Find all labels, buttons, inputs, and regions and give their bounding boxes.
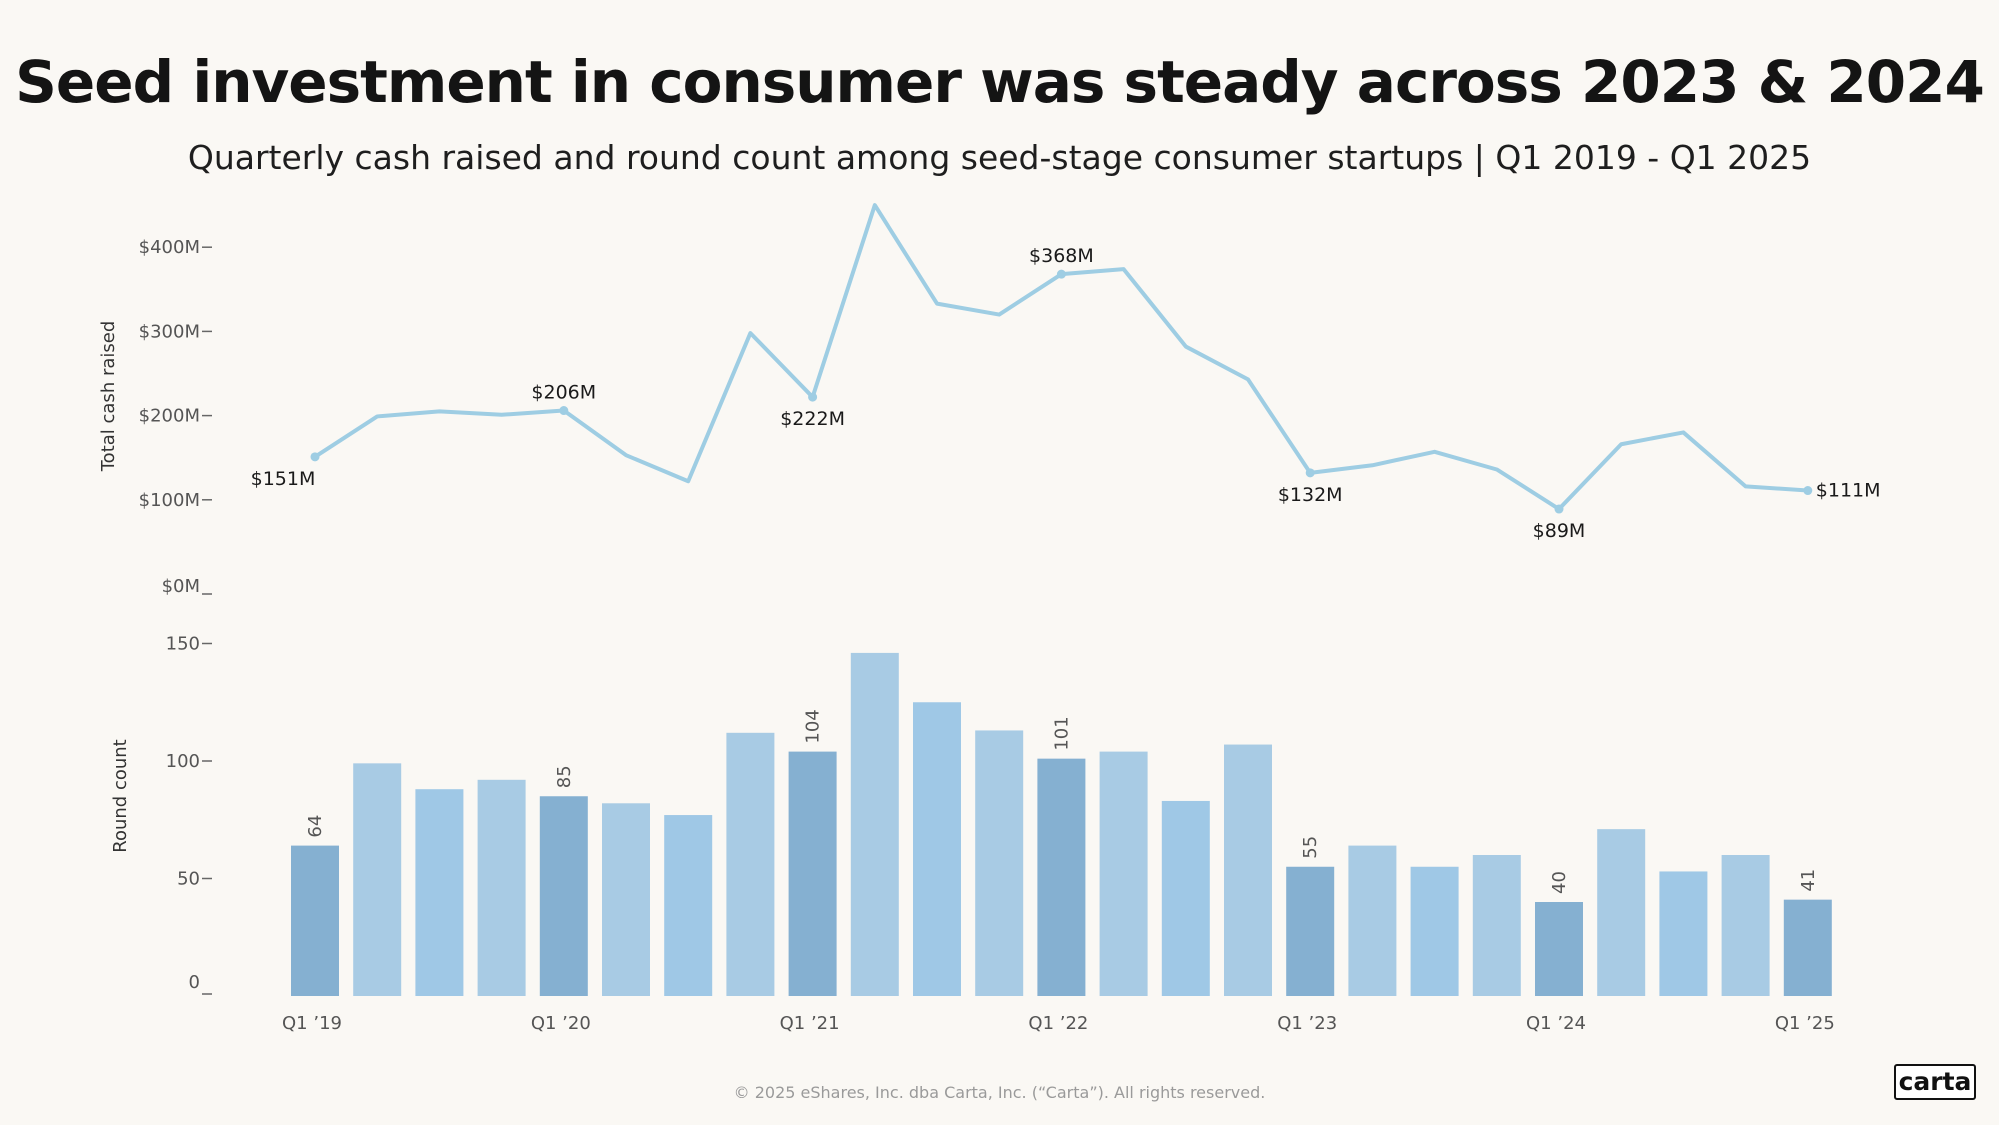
- round-count-bar: [726, 732, 775, 996]
- data-label: $206M: [531, 382, 596, 404]
- y-tick-label: $200M: [139, 406, 200, 427]
- data-label: $89M: [1533, 520, 1586, 542]
- data-point: [808, 392, 818, 402]
- data-point: [310, 452, 320, 462]
- round-count-bar: [850, 652, 899, 996]
- bar-data-label: 41: [1798, 869, 1819, 892]
- bar-data-label: 104: [803, 709, 824, 743]
- round-count-bar: [1472, 855, 1521, 996]
- x-tick-label: Q1 ’20: [531, 1013, 591, 1034]
- footer-copyright: © 2025 eShares, Inc. dba Carta, Inc. (“C…: [733, 1083, 1266, 1102]
- round-count-bar: [1659, 871, 1708, 996]
- page-title: Seed investment in consumer was steady a…: [15, 48, 1985, 116]
- round-count-bar: [1410, 866, 1459, 996]
- data-label: $222M: [780, 408, 845, 430]
- x-tick-label: Q1 ’21: [780, 1013, 840, 1034]
- round-count-bar: [1161, 800, 1210, 996]
- round-count-bar: [664, 815, 713, 996]
- x-tick-label: Q1 ’22: [1028, 1013, 1088, 1034]
- data-label: $111M: [1816, 480, 1881, 502]
- carta-logo: carta: [1894, 1064, 1976, 1100]
- round-count-bar: [602, 803, 650, 996]
- round-count-bar: [1286, 866, 1335, 996]
- data-label: $151M: [251, 468, 316, 490]
- x-axis: Q1 ’19 Q1 ’20 Q1 ’21 Q1 ’22 Q1 ’23 Q1 ’24 Q1 ’…: [282, 1013, 1835, 1034]
- data-point: [1554, 504, 1564, 514]
- round-count-bar: [1037, 758, 1086, 996]
- data-point: [1803, 486, 1813, 496]
- round-count-bar: [913, 702, 961, 996]
- round-count-bar: [788, 751, 837, 996]
- y-tick-label: 0: [189, 972, 200, 993]
- y-tick-label: $0M: [162, 576, 200, 597]
- y-tick-label: 150: [166, 634, 200, 655]
- round-count-bar: [1783, 899, 1832, 996]
- x-tick-label: Q1 ’25: [1775, 1013, 1835, 1034]
- y-axis-title: Round count: [110, 739, 131, 852]
- round-count-bar: [1224, 744, 1272, 996]
- data-point: [559, 406, 569, 416]
- round-count-bar: [1099, 751, 1148, 996]
- data-label: $132M: [1278, 484, 1343, 506]
- round-count-bar-chart: 0 50 100 150 Round count 64 85 104 101 55 40 41: [110, 634, 1832, 996]
- round-count-bar: [353, 763, 402, 996]
- y-tick-label: $100M: [139, 490, 200, 511]
- bar-data-label: 55: [1300, 836, 1321, 859]
- round-count-bar: [1721, 855, 1770, 996]
- round-count-bar: [477, 779, 526, 996]
- x-tick-label: Q1 ’19: [282, 1013, 342, 1034]
- cash-raised-line-chart: $0M $100M $200M $300M $400M Total cash raised…: [98, 203, 1881, 597]
- y-tick-label: $300M: [139, 321, 200, 342]
- x-tick-label: Q1 ’23: [1277, 1013, 1337, 1034]
- page-subtitle: Quarterly cash raised and round count am…: [187, 138, 1812, 177]
- bar-data-label: 101: [1051, 716, 1072, 750]
- round-count-bar: [1348, 845, 1397, 996]
- y-tick-label: 100: [166, 751, 200, 772]
- bar-data-label: 64: [305, 815, 326, 838]
- round-count-bar: [1535, 902, 1583, 996]
- y-tick-label: $400M: [139, 237, 200, 258]
- y-axis-title: Total cash raised: [98, 321, 119, 473]
- bar-data-label: 40: [1549, 871, 1570, 894]
- round-count-bar: [539, 796, 588, 996]
- x-tick-label: Q1 ’24: [1526, 1013, 1586, 1034]
- data-point: [1305, 468, 1315, 478]
- data-point: [1056, 269, 1066, 279]
- data-label: $368M: [1029, 245, 1094, 267]
- bar-data-label: 85: [554, 765, 575, 788]
- y-tick-label: 50: [177, 869, 200, 890]
- round-count-bar: [415, 789, 464, 996]
- round-count-bar: [975, 730, 1024, 996]
- round-count-bar: [1597, 829, 1646, 996]
- round-count-bar: [291, 845, 339, 996]
